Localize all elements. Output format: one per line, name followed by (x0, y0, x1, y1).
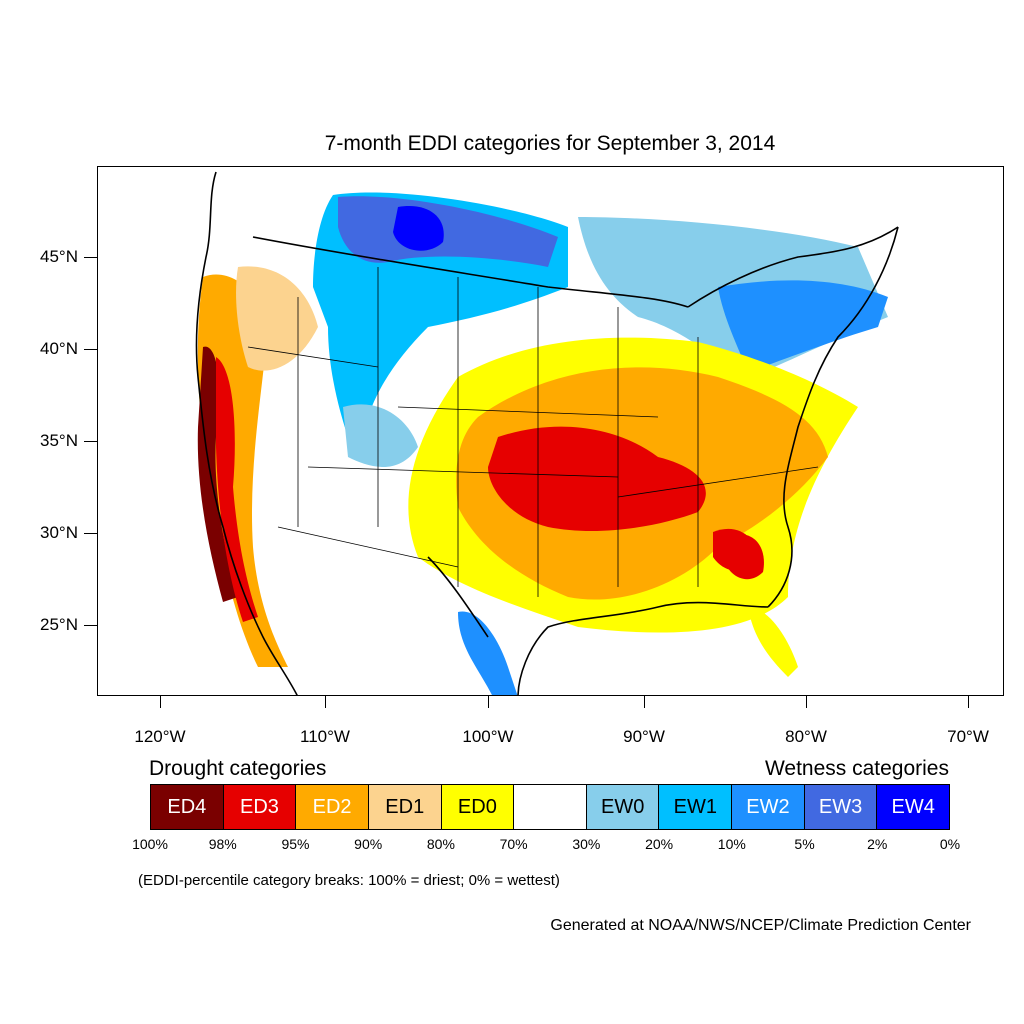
percentile-label: 0% (939, 836, 961, 852)
lat-tick (84, 257, 97, 258)
lat-label-35: 35°N (40, 431, 78, 450)
wet-region-texas (458, 611, 518, 695)
lat-label-30: 30°N (40, 523, 78, 542)
wet-region-colorado (343, 404, 418, 467)
legend-box-ed3: ED3 (223, 785, 297, 829)
dry-region-california-ed4 (197, 346, 238, 602)
percentile-label: 100% (132, 836, 168, 852)
wetness-categories-title: Wetness categories (764, 757, 949, 780)
percentile-label: 90% (354, 836, 383, 852)
legend-box-ed1: ED1 (368, 785, 442, 829)
state-borders (247, 267, 819, 597)
dry-region-northwest-ed1 (236, 266, 318, 371)
category-breaks-note: (EDDI-percentile category breaks: 100% =… (138, 872, 560, 889)
dry-region-florida (748, 607, 798, 677)
lon-label-90: 90°W (623, 727, 665, 746)
dry-region-southeast-ed3 (713, 528, 758, 572)
lon-tick (160, 696, 161, 708)
percentile-label: 98% (208, 836, 237, 852)
lat-label-40: 40°N (40, 339, 78, 358)
lon-tick (488, 696, 489, 708)
map-title: 7-month EDDI categories for September 3,… (324, 132, 776, 155)
lon-label-70: 70°W (947, 727, 989, 746)
legend-box-ed2: ED2 (296, 785, 369, 829)
legend-box-ew4: EW4 (877, 785, 950, 829)
drought-categories-title: Drought categories (149, 757, 327, 780)
category-legend: ED4 ED3 ED2 ED1 ED0 EW0 EW1 EW2 EW3 EW4 (150, 784, 950, 830)
legend-box-ew1: EW1 (659, 785, 733, 829)
percentile-label: 10% (717, 836, 746, 852)
lat-tick (84, 349, 97, 350)
lon-label-80: 80°W (785, 727, 827, 746)
lat-label-25: 25°N (40, 615, 78, 634)
percentile-label: 20% (645, 836, 674, 852)
percentile-label: 30% (572, 836, 601, 852)
wet-region-montana-ew3 (338, 196, 558, 267)
lon-label-110: 110°W (300, 727, 350, 746)
lon-tick (325, 696, 326, 708)
wet-region-montana-ew4 (393, 206, 444, 251)
lat-tick (84, 441, 97, 442)
legend-box-neutral (514, 785, 587, 829)
legend-box-ed4: ED4 (151, 785, 224, 829)
map-panel (97, 166, 1004, 696)
wet-region-great-lakes-ew2 (718, 280, 888, 372)
percentile-label: 95% (281, 836, 310, 852)
lon-tick (806, 696, 807, 708)
lon-tick (644, 696, 645, 708)
eddi-map (195, 171, 899, 695)
legend-box-ew0: EW0 (586, 785, 660, 829)
credit-line: Generated at NOAA/NWS/NCEP/Climate Predi… (550, 917, 971, 934)
legend-box-ew2: EW2 (732, 785, 805, 829)
lat-tick (84, 533, 97, 534)
lat-label-45: 45°N (40, 247, 78, 266)
percentile-label: 70% (499, 836, 528, 852)
percentile-label: 80% (426, 836, 455, 852)
coastline-outlines (195, 171, 899, 695)
lon-tick (968, 696, 969, 708)
dry-region-california-ed3 (216, 357, 258, 622)
percentile-label: 5% (794, 836, 815, 852)
percentile-label: 2% (867, 836, 888, 852)
legend-box-ew3: EW3 (804, 785, 878, 829)
lon-label-120: 120°W (134, 727, 186, 746)
dry-region-central-ed3 (488, 426, 706, 532)
lat-tick (84, 625, 97, 626)
legend-box-ed0: ED0 (441, 785, 515, 829)
lon-label-100: 100°W (462, 727, 514, 746)
